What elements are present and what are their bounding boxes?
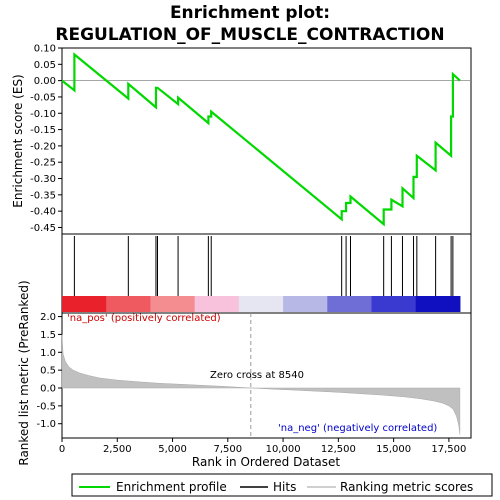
heat-segment-8 — [415, 296, 461, 312]
metric-axis-label: Ranked list metric (PreRanked) — [17, 280, 31, 465]
hits-layer — [73, 236, 454, 296]
axis-layer: 0.100.050.00-0.05-0.10-0.15-0.20-0.25-0.… — [30, 44, 466, 456]
legend-es-label: Enrichment profile — [116, 480, 227, 494]
es-tick-label-2: 0.00 — [34, 76, 56, 87]
pos-correlated-label: 'na_pos' (positively correlated) — [67, 313, 221, 324]
metric-area — [61, 334, 461, 435]
es-tick-label-6: -0.20 — [30, 141, 56, 152]
x-tick-label-6: 15,000 — [376, 444, 411, 455]
metric-tick-label-2: 1.0 — [40, 348, 56, 359]
neg-correlated-label: 'na_neg' (negatively correlated) — [278, 423, 437, 434]
legend-box — [71, 473, 493, 497]
legend-hits-label: Hits — [273, 480, 296, 494]
es-tick-label-10: -0.40 — [30, 207, 56, 218]
es-profile-line — [61, 52, 461, 227]
heat-segment-0 — [62, 296, 107, 312]
es-tick-label-3: -0.05 — [30, 92, 56, 103]
heat-segment-3 — [194, 296, 240, 312]
metric-tick-label-3: 0.5 — [40, 366, 56, 377]
zero-cross-label: Zero cross at 8540 — [210, 370, 304, 381]
heat-segment-6 — [327, 296, 373, 312]
x-tick-label-0: 0 — [59, 444, 65, 455]
x-tick-label-2: 5,000 — [158, 444, 187, 455]
heat-layer — [62, 296, 461, 312]
es-tick-label-1: 0.05 — [34, 60, 56, 71]
metric-layer — [61, 313, 461, 438]
es-layer — [61, 52, 471, 227]
heat-segment-5 — [283, 296, 328, 312]
es-axis-label: Enrichment score (ES) — [11, 74, 25, 207]
chart-title-line1: Enrichment plot: — [170, 3, 330, 23]
heat-segment-4 — [238, 296, 284, 312]
metric-tick-label-1: 1.5 — [40, 330, 56, 341]
x-tick-label-3: 7,500 — [213, 444, 242, 455]
x-tick-label-4: 10,000 — [266, 444, 301, 455]
es-tick-label-0: 0.10 — [34, 44, 56, 55]
es-tick-label-5: -0.15 — [30, 125, 56, 136]
metric-tick-label-4: 0.0 — [40, 384, 56, 395]
heat-segment-1 — [106, 296, 151, 312]
es-tick-label-8: -0.30 — [30, 174, 56, 185]
es-tick-label-9: -0.35 — [30, 190, 56, 201]
x-tick-label-5: 12,500 — [321, 444, 356, 455]
metric-tick-label-5: -0.5 — [36, 401, 56, 412]
x-axis-label: Rank in Ordered Dataset — [192, 455, 340, 469]
heat-segment-7 — [371, 296, 417, 312]
es-tick-label-7: -0.25 — [30, 158, 56, 169]
metric-tick-label-0: 2.0 — [40, 312, 56, 323]
x-tick-label-7: 17,500 — [431, 444, 466, 455]
legend-metric-label: Ranking metric scores — [340, 480, 473, 494]
es-tick-label-4: -0.10 — [30, 109, 56, 120]
heat-segment-2 — [150, 296, 196, 312]
es-tick-label-11: -0.45 — [30, 223, 56, 234]
x-tick-label-1: 2,500 — [103, 444, 132, 455]
es-panel-frame — [61, 47, 472, 235]
chart-title-line2: REGULATION_OF_MUSCLE_CONTRACTION — [55, 25, 444, 45]
metric-tick-label-6: -1.0 — [36, 419, 56, 430]
